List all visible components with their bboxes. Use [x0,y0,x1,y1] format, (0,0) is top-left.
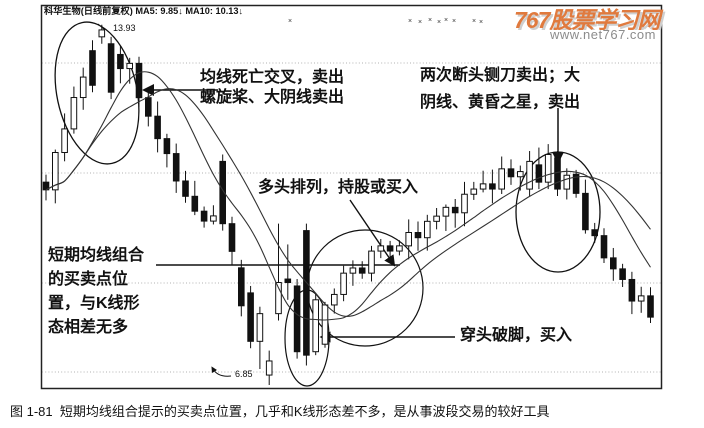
svg-text:×: × [408,18,412,25]
svg-text:×: × [428,17,432,24]
svg-text:×: × [479,19,483,26]
svg-text:短期均线组合: 短期均线组合 [48,245,145,264]
svg-text:两次断头铡刀卖出；大: 两次断头铡刀卖出；大 [420,65,580,84]
svg-text:态相差无多: 态相差无多 [48,317,128,336]
svg-text:13.93: 13.93 [113,23,136,33]
svg-text:螺旋桨、大阴线卖出: 螺旋桨、大阴线卖出 [200,87,344,106]
svg-text:科华生物(日线前复权) MA5: 9.85↓ MA10:: 科华生物(日线前复权) MA5: 9.85↓ MA10: 10.13↓ [44,5,243,16]
svg-text:×: × [288,18,292,25]
svg-text:均线死亡交叉，卖出: 均线死亡交叉，卖出 [200,67,344,86]
svg-text:×: × [472,18,476,25]
svg-text:多头排列，持股或买入: 多头排列，持股或买入 [258,177,418,196]
svg-text:6.85: 6.85 [235,369,253,379]
svg-text:×: × [437,19,441,26]
svg-text:置，与K线形: 置，与K线形 [48,293,140,312]
svg-text:阴线、黄昏之星，卖出: 阴线、黄昏之星，卖出 [420,92,580,111]
svg-text:×: × [418,19,422,26]
svg-text:×: × [444,17,448,24]
svg-text:的买卖点位: 的买卖点位 [48,269,128,288]
svg-text:穿头破脚，买入: 穿头破脚，买入 [460,325,572,344]
svg-text:×: × [452,18,456,25]
